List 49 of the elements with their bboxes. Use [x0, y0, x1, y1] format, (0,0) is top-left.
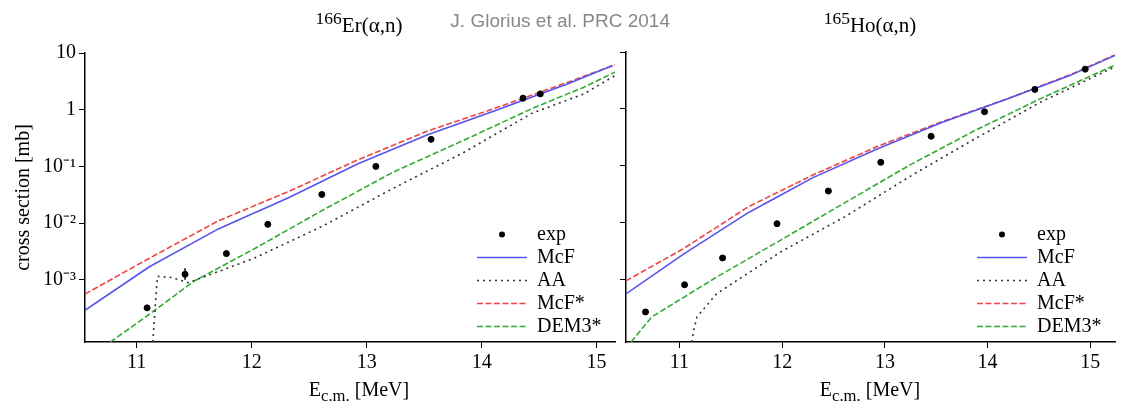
x-axis-title: E$_{c.m.}$ [MeV]	[307, 378, 411, 406]
point	[824, 187, 832, 195]
legend-label: exp	[1037, 221, 1066, 245]
point	[981, 108, 989, 116]
x-tick-label: 11	[669, 350, 690, 373]
y-tick-label: 1	[66, 96, 76, 119]
point	[927, 132, 935, 140]
chart-title: $^{165}$Ho(α,n)	[823, 8, 917, 37]
point	[877, 158, 885, 166]
point	[222, 250, 230, 258]
legend-label: AA	[537, 267, 567, 290]
y-tick-label: 10	[56, 40, 76, 63]
legend-label: AA	[1037, 267, 1067, 290]
x-tick-label: 13	[874, 350, 895, 373]
point	[143, 304, 151, 312]
point	[536, 90, 544, 98]
x-tick-label: 12	[772, 350, 793, 373]
legend-label: DEM3*	[1037, 313, 1102, 336]
legend-label: McF	[537, 244, 575, 267]
legend-label: McF*	[537, 290, 585, 313]
x-tick-label: 12	[241, 350, 262, 373]
x-tick-label: 13	[356, 350, 377, 373]
legend-label: DEM3*	[537, 313, 602, 336]
legend-label: exp	[537, 221, 566, 245]
y-tick-label: 10⁻²	[43, 210, 76, 233]
x-axis-title: E$_{c.m.}$ [MeV]	[818, 378, 922, 406]
y-tick-label: 10⁻¹	[43, 153, 76, 176]
point	[318, 190, 326, 198]
y-tick-label: 10⁻³	[43, 267, 76, 290]
point	[1031, 85, 1039, 93]
legend-label: McF	[1037, 244, 1075, 267]
x-tick-label: 14	[977, 350, 998, 373]
point	[264, 220, 272, 228]
point	[519, 94, 527, 102]
point	[681, 281, 689, 289]
y-axis-title: cross section [mb]	[11, 124, 34, 271]
chart-title: $^{166}$Er(α,n)	[315, 8, 403, 37]
x-tick-label: 11	[127, 350, 147, 373]
point	[642, 308, 650, 316]
x-tick-label: 15	[586, 350, 607, 373]
point	[773, 220, 781, 228]
x-tick-label: 14	[471, 350, 492, 373]
legend-label: McF*	[1037, 290, 1085, 313]
point	[1081, 65, 1089, 73]
point	[372, 162, 380, 170]
text: J. Glorius et al. PRC 2014	[450, 10, 670, 32]
x-tick-label: 15	[1080, 350, 1101, 373]
point	[427, 135, 435, 143]
point	[719, 254, 727, 262]
